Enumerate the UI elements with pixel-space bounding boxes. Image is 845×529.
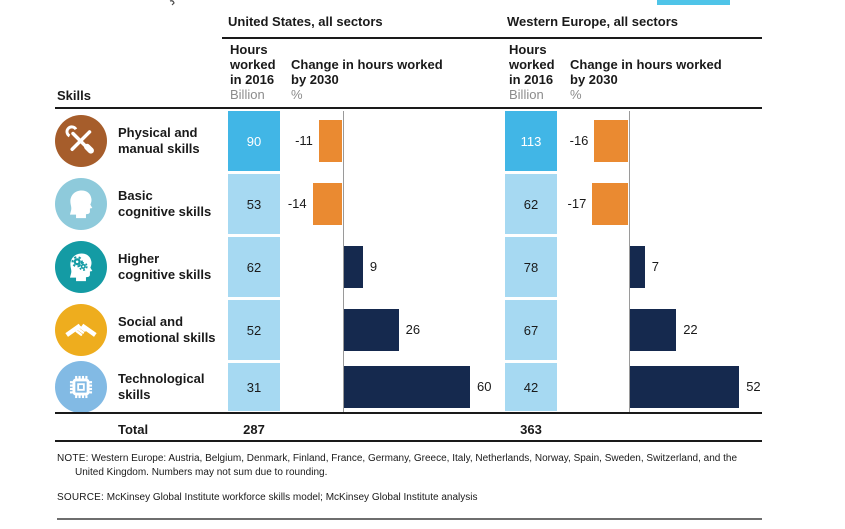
us-change-value: 60 [477,379,492,394]
we-change-bar [630,246,645,288]
skill-label: Physical and manual skills [118,125,200,157]
note-text: Western Europe: Austria, Belgium, Denmar… [91,453,738,464]
us-hours-bar: 52 [228,300,280,360]
we-change-bar [630,366,740,408]
source-line: SOURCE: McKinsey Global Institute workfo… [57,491,477,505]
we-change-value: -16 [569,133,589,148]
head-icon [55,178,107,230]
skill-label-line2: manual skills [118,141,200,156]
us-change-header: Change in hours worked by 2030 % [291,57,443,102]
skill-label-line1: Physical and [118,125,198,140]
skill-label-line1: Higher [118,251,160,266]
us-change-bar [344,246,363,288]
us-change-bar [312,183,342,225]
we-hours-bar: 62 [505,174,557,234]
skill-row-basic-cognitive: Basic cognitive skills 53 -14 62 -17 [0,174,845,234]
tools-icon [55,115,107,167]
we-change-value: 7 [651,259,659,274]
we-change-unit: % [570,87,582,102]
we-change-bar [594,120,628,162]
us-hours-header-line2: worked [230,57,276,72]
we-section-title: Western Europe, all sectors [507,14,678,29]
total-label: Total [118,422,149,437]
we-hours-bar: 67 [505,300,557,360]
skill-label-line1: Social and [118,314,184,329]
we-hours-header: Hours worked in 2016 Billion [509,42,555,102]
skill-label-line2: emotional skills [118,330,216,345]
us-change-value: -11 [295,133,313,148]
we-change-value: 52 [746,379,761,394]
us-change-bar [344,366,470,408]
us-hours-bar: 53 [228,174,280,234]
us-hours-header-line1: Hours [230,42,268,57]
we-hours-header-line2: worked [509,57,555,72]
header-rule [222,37,762,39]
us-section-title: United States, all sectors [228,14,383,29]
we-change-bar [630,309,677,351]
total-bottom-rule [55,440,762,442]
skill-label: Social and emotional skills [118,314,216,346]
us-hours-header: Hours worked in 2016 Billion [230,42,276,102]
we-change-header-line2: by 2030 [570,72,618,87]
bottom-rule [57,518,762,520]
we-hours-bar: 42 [505,363,557,411]
total-us-value: 287 [243,422,265,437]
skills-column-header: Skills [57,88,91,103]
us-change-unit: % [291,87,303,102]
us-change-value: 26 [405,322,421,337]
chip-icon [55,361,107,413]
skill-row-social-emotional: Social and emotional skills 52 26 67 22 [0,300,845,360]
us-hours-bar: 31 [228,363,280,411]
us-hours-bar: 90 [228,111,280,171]
skill-row-higher-cognitive: Higher cognitive skills 62 9 78 7 [0,237,845,297]
us-change-axis-line [343,111,344,412]
we-change-bar [592,183,628,225]
head-gears-icon [55,241,107,293]
total-top-rule [55,412,762,414]
handshake-icon [55,304,107,356]
skill-label-line2: skills [118,387,151,402]
we-change-header-line1: Change in hours worked [570,57,722,72]
skill-label: Higher cognitive skills [118,251,211,283]
we-hours-header-line3: in 2016 [509,72,554,87]
us-change-header-line1: Change in hours worked [291,57,443,72]
skill-label: Basic cognitive skills [118,188,211,220]
note-line2: United Kingdom. Numbers may not sum due … [75,467,328,478]
cropped-text-artifact [169,0,175,6]
we-hours-unit: Billion [509,87,544,102]
skill-row-technological: Technological skills 31 60 42 52 [0,361,845,413]
us-hours-bar: 62 [228,237,280,297]
skill-row-physical-manual: Physical and manual skills 90 -11 113 -1… [0,111,845,171]
skill-label-line1: Basic [118,188,153,203]
us-change-header-line2: by 2030 [291,72,339,87]
source-label: SOURCE: [57,492,104,503]
us-change-value: 9 [369,259,378,274]
skill-label: Technological skills [118,371,204,403]
us-hours-header-line3: in 2016 [230,72,275,87]
skill-label-line1: Technological [118,371,205,386]
us-change-bar [344,309,399,351]
us-hours-unit: Billion [230,87,265,102]
skills-rule [55,107,762,109]
us-change-bar [318,120,342,162]
skill-label-line2: cognitive skills [118,267,212,282]
we-change-header: Change in hours worked by 2030 % [570,57,722,102]
we-change-axis-line [629,111,630,412]
we-hours-header-line1: Hours [509,42,547,57]
we-hours-bar: 113 [505,111,557,171]
we-change-value: -17 [567,196,587,211]
cropped-legend-chip [657,0,730,5]
total-we-value: 363 [520,422,542,437]
note-line1: NOTE: Western Europe: Austria, Belgium, … [57,452,737,466]
note-label: NOTE: [57,453,89,464]
we-change-value: 22 [683,322,698,337]
we-hours-bar: 78 [505,237,557,297]
us-change-value: -14 [287,196,307,211]
source-text: McKinsey Global Institute workforce skil… [106,492,478,503]
skill-label-line2: cognitive skills [118,204,212,219]
